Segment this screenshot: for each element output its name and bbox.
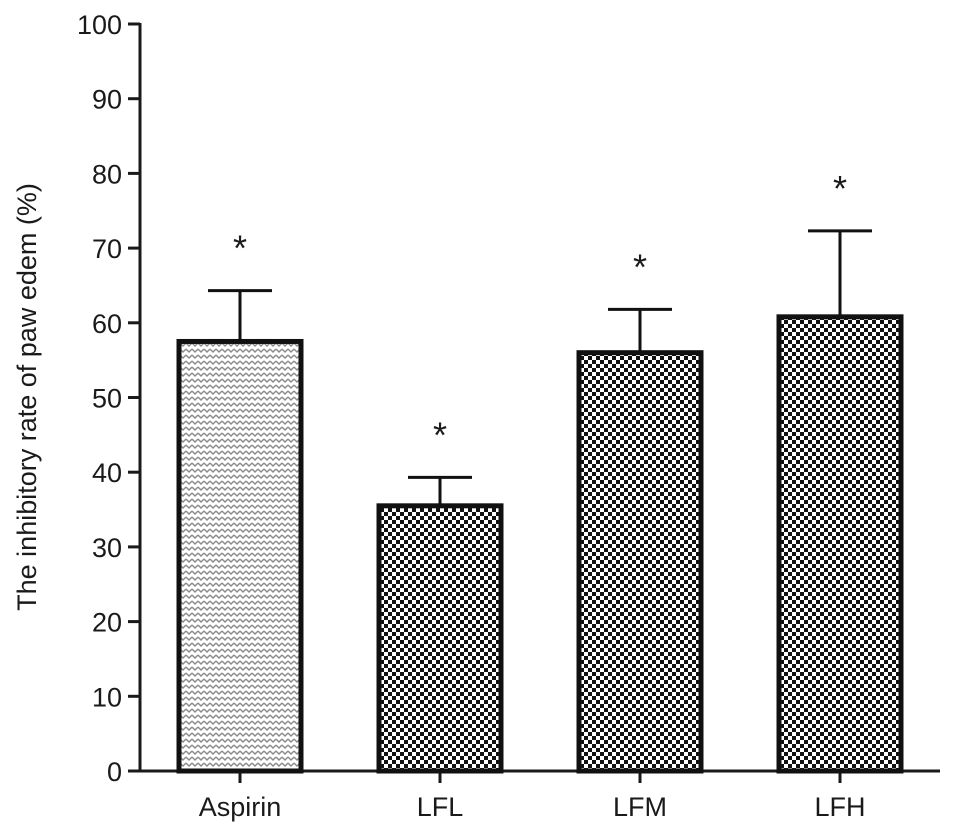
y-tick-label: 90 xyxy=(92,85,122,115)
y-tick-label: 20 xyxy=(92,608,122,638)
y-tick-label: 80 xyxy=(92,159,122,189)
x-axis: Aspirin LFL LFM LFH xyxy=(139,769,940,822)
x-tick-label: Aspirin xyxy=(199,792,282,822)
bar xyxy=(376,503,504,774)
y-tick-label: 0 xyxy=(107,757,122,787)
x-tick-label: LFL xyxy=(417,792,464,822)
y-tick-label: 10 xyxy=(92,682,122,712)
bar xyxy=(576,350,704,774)
y-tick-label: 30 xyxy=(92,533,122,563)
y-tick-label: 100 xyxy=(77,10,122,40)
x-tick-label: LFM xyxy=(613,792,667,822)
y-tick-label: 60 xyxy=(92,309,122,339)
bar xyxy=(176,338,304,774)
x-tick-label: LFH xyxy=(814,792,865,822)
significance-marker: * xyxy=(233,228,247,269)
y-axis-label: The inhibitory rate of paw edem (%) xyxy=(12,183,42,611)
y-tick-label: 40 xyxy=(92,458,122,488)
y-axis: 0 10 20 30 40 50 60 70 80 90 100 xyxy=(77,10,142,787)
significance-marker: * xyxy=(433,414,447,455)
significance-marker: * xyxy=(833,168,847,209)
significance-marker: * xyxy=(633,246,647,287)
y-tick-label: 50 xyxy=(92,384,122,414)
y-tick-label: 70 xyxy=(92,234,122,264)
bars-group: * * * * xyxy=(176,168,904,774)
bar xyxy=(776,314,904,774)
